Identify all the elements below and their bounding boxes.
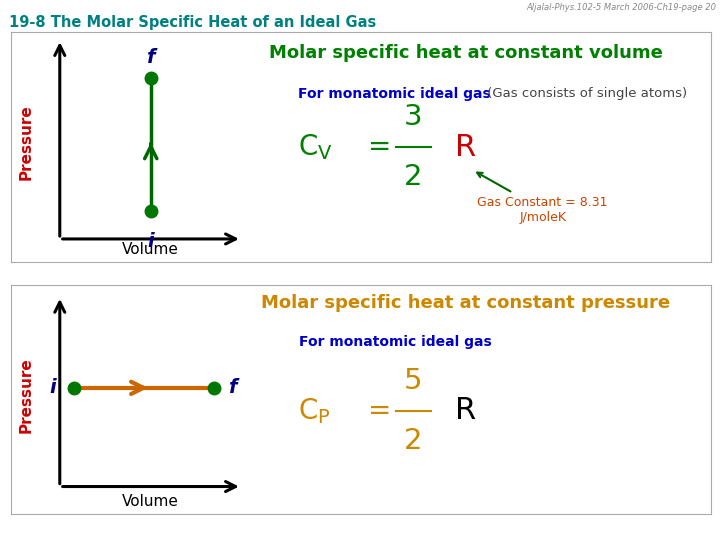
Text: R: R (455, 133, 477, 161)
Text: $\mathregular{C_P}$: $\mathregular{C_P}$ (298, 396, 330, 426)
Text: For monatomic ideal gas: For monatomic ideal gas (300, 335, 492, 349)
Text: 2: 2 (404, 163, 423, 191)
Text: =: = (368, 397, 391, 425)
Text: Aljalal-Phys.102-5 March 2006-Ch19-page 20: Aljalal-Phys.102-5 March 2006-Ch19-page … (526, 3, 716, 12)
Text: Molar specific heat at constant pressure: Molar specific heat at constant pressure (261, 294, 670, 312)
Text: Pressure: Pressure (19, 357, 34, 433)
Text: $\mathregular{C_V}$: $\mathregular{C_V}$ (298, 132, 333, 162)
Text: Pressure: Pressure (19, 105, 34, 180)
Text: f: f (146, 48, 155, 67)
Text: (Gas consists of single atoms): (Gas consists of single atoms) (483, 87, 688, 100)
Text: Volume: Volume (122, 242, 179, 258)
Text: i: i (148, 232, 154, 251)
Text: i: i (50, 379, 56, 397)
Text: =: = (368, 133, 391, 161)
Text: 5: 5 (404, 367, 423, 395)
Text: R: R (455, 396, 477, 426)
Text: Gas Constant = 8.31
J/moleK: Gas Constant = 8.31 J/moleK (477, 173, 608, 224)
Text: For monatomic ideal gas: For monatomic ideal gas (298, 87, 490, 102)
Text: 19-8 The Molar Specific Heat of an Ideal Gas: 19-8 The Molar Specific Heat of an Ideal… (9, 15, 376, 30)
Text: f: f (228, 379, 236, 397)
Text: Volume: Volume (122, 495, 179, 510)
Text: Molar specific heat at constant volume: Molar specific heat at constant volume (269, 44, 662, 62)
Text: 2: 2 (404, 427, 423, 455)
Text: 3: 3 (404, 103, 423, 131)
